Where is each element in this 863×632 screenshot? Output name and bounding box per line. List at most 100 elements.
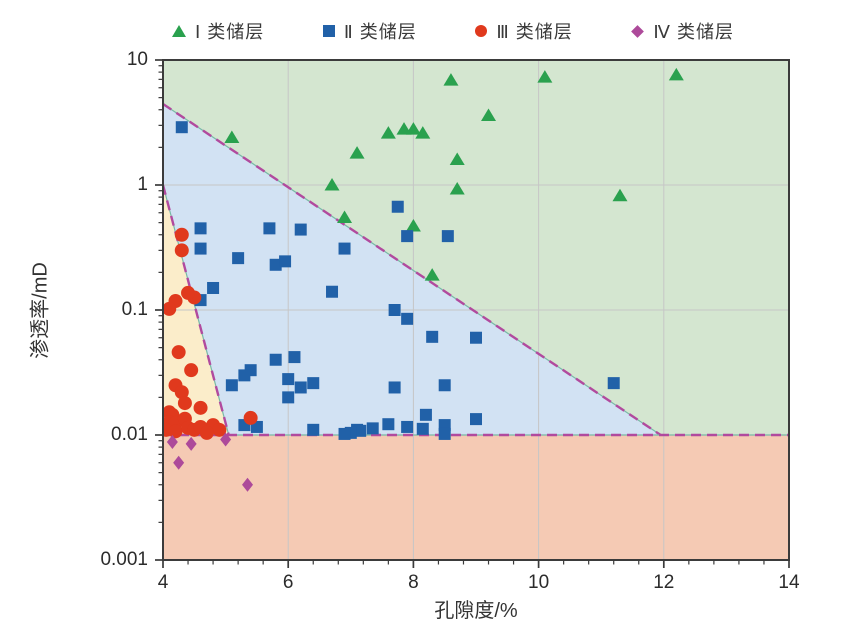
data-point-circle	[177, 396, 192, 411]
data-point-triangle	[396, 122, 412, 135]
y-tick-label: 10	[126, 49, 148, 70]
triangle-marker-icon	[172, 25, 186, 37]
legend-label-class-3: Ⅲ 类储层	[496, 22, 573, 42]
data-point-square	[388, 304, 401, 316]
data-point-square	[294, 381, 307, 394]
y-tick-label: 0.001	[100, 549, 148, 570]
data-point-diamond	[166, 434, 178, 449]
data-point-square	[269, 353, 282, 366]
data-point-square	[232, 252, 245, 265]
data-point-square	[282, 373, 295, 386]
data-point-square	[419, 408, 432, 421]
data-point-triangle	[337, 210, 353, 223]
data-point-square	[470, 331, 482, 344]
data-point-square	[366, 422, 379, 435]
data-point-square	[279, 255, 292, 268]
data-point-triangle	[449, 152, 465, 165]
x-tick-label: 6	[282, 572, 294, 593]
y-axis-title: 渗透率/mD	[29, 262, 52, 359]
data-point-square	[326, 285, 339, 298]
x-tick-label: 10	[528, 572, 550, 593]
data-point-triangle	[405, 122, 421, 135]
data-point-diamond	[220, 432, 232, 447]
data-point-triangle	[612, 188, 628, 202]
data-point-square	[338, 242, 351, 255]
data-point-triangle	[424, 268, 440, 281]
x-tick-label: 8	[408, 572, 419, 593]
zone-IV-background	[163, 435, 789, 560]
data-point-triangle	[443, 73, 459, 86]
legend-item-class-1: Ⅰ 类储层	[172, 18, 264, 44]
data-point-square	[294, 223, 307, 236]
x-tick-label: 14	[778, 572, 800, 593]
data-point-triangle	[537, 70, 553, 83]
data-point-square	[388, 381, 401, 394]
upper-boundary	[162, 102, 662, 436]
y-tick-label: 1	[137, 174, 148, 195]
y-tick-label: 0.01	[111, 424, 148, 445]
data-point-square	[238, 369, 251, 382]
data-point-square	[401, 312, 414, 325]
data-point-circle	[162, 301, 177, 316]
markers-layer	[162, 67, 684, 492]
data-point-circle	[193, 400, 208, 415]
data-point-triangle	[324, 178, 340, 191]
data-point-circle	[174, 385, 189, 400]
data-point-square	[307, 377, 320, 390]
data-point-square	[194, 222, 207, 235]
data-point-circle	[174, 243, 189, 258]
zone-I-background	[163, 60, 789, 435]
data-point-circle	[168, 424, 183, 439]
data-point-diamond	[242, 477, 254, 492]
data-point-square	[269, 258, 282, 271]
x-axis-title: 孔隙度/%	[434, 600, 518, 622]
data-point-square	[354, 424, 367, 437]
data-point-triangle	[224, 130, 240, 143]
data-point-square	[438, 379, 451, 392]
x-tick-label: 12	[653, 572, 675, 593]
data-point-square	[207, 281, 220, 294]
data-point-circle	[174, 227, 189, 242]
data-point-square	[426, 330, 439, 343]
circle-marker-icon	[475, 25, 488, 37]
series-triangle	[224, 67, 684, 281]
data-point-square	[282, 391, 295, 404]
data-point-circle	[184, 363, 199, 378]
data-point-square	[401, 230, 414, 243]
data-point-diamond	[173, 455, 185, 470]
data-point-square	[401, 420, 414, 433]
diamond-marker-icon	[631, 24, 645, 38]
data-point-triangle	[668, 67, 684, 81]
data-point-square	[263, 222, 276, 235]
series-square	[175, 121, 620, 440]
data-point-square	[307, 423, 320, 436]
data-point-square	[338, 427, 351, 440]
data-point-square	[391, 200, 404, 213]
data-point-circle	[212, 422, 227, 437]
legend-item-class-3: Ⅲ 类储层	[475, 18, 572, 44]
series-circle	[162, 227, 258, 440]
data-point-square	[225, 379, 238, 392]
data-point-square	[416, 422, 429, 435]
data-point-square	[175, 121, 188, 134]
legend-item-class-2: Ⅱ 类储层	[322, 18, 417, 44]
data-point-triangle	[380, 126, 396, 139]
data-point-circle	[243, 410, 258, 425]
data-point-square	[194, 242, 207, 255]
legend: Ⅰ 类储层 Ⅱ 类储层 Ⅲ 类储层 Ⅳ 类储层	[172, 18, 734, 44]
data-point-triangle	[415, 126, 431, 139]
series-diamond	[166, 432, 254, 492]
data-point-square	[607, 377, 620, 390]
left-boundary	[161, 184, 230, 436]
legend-label-class-4: Ⅳ 类储层	[653, 22, 734, 42]
y-tick-label: 0.1	[121, 299, 148, 320]
data-point-triangle	[481, 108, 497, 121]
data-point-triangle	[449, 181, 465, 195]
legend-item-class-4: Ⅳ 类储层	[631, 18, 734, 44]
data-point-square	[441, 230, 454, 243]
data-point-square	[288, 351, 301, 364]
data-point-circle	[171, 345, 186, 360]
data-point-triangle	[349, 146, 365, 159]
